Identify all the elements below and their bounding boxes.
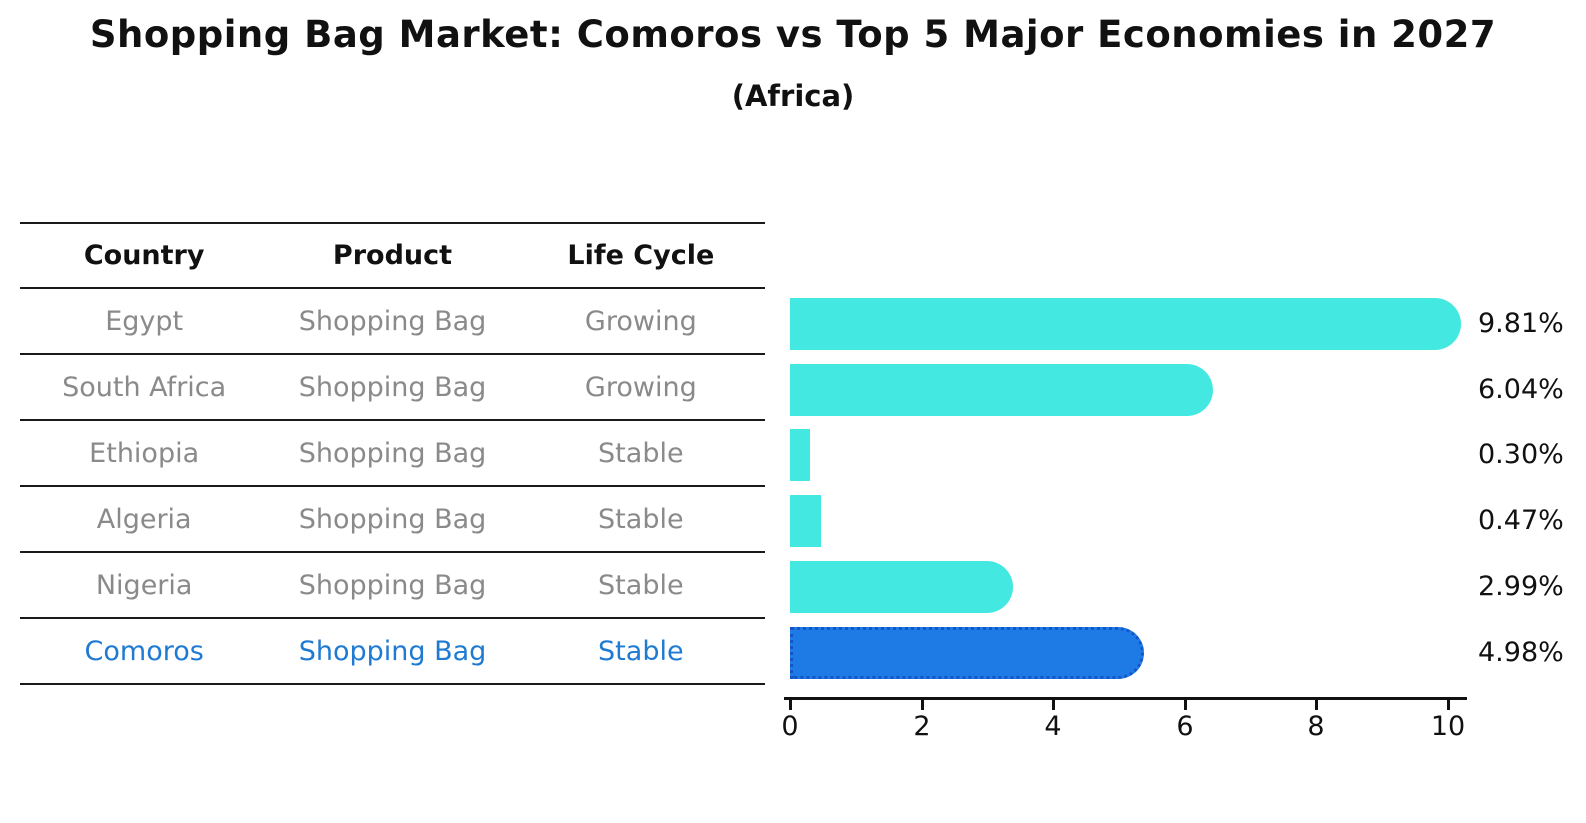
value-label-algeria: 0.47% bbox=[1478, 505, 1564, 536]
table-cell: Growing bbox=[584, 371, 697, 403]
table-header-country: Country bbox=[83, 240, 205, 271]
x-axis-line bbox=[784, 697, 1467, 700]
table-cell: Shopping Bag bbox=[298, 371, 487, 403]
table-cell: Growing bbox=[584, 305, 697, 337]
x-tick-label: 10 bbox=[1430, 711, 1466, 742]
table-row-egypt: Egypt Shopping Bag Growing bbox=[20, 289, 765, 355]
table-header-product: Product bbox=[332, 240, 453, 271]
bar-ethiopia bbox=[790, 429, 810, 481]
value-label-comoros: 4.98% bbox=[1478, 637, 1564, 668]
table-cell: Stable bbox=[598, 437, 684, 469]
table-cell: Stable bbox=[598, 635, 684, 667]
table-row-comoros: Comoros Shopping Bag Stable bbox=[20, 619, 765, 685]
table-cell: Comoros bbox=[84, 635, 204, 667]
table-header-row: Country Product Life Cycle bbox=[20, 224, 765, 289]
table-cell: Shopping Bag bbox=[298, 437, 487, 469]
table-cell: Stable bbox=[598, 569, 684, 601]
table-row-ethiopia: Ethiopia Shopping Bag Stable bbox=[20, 421, 765, 487]
table-cell: Shopping Bag bbox=[298, 305, 487, 337]
x-tick-label: 2 bbox=[913, 711, 931, 742]
table-row-nigeria: Nigeria Shopping Bag Stable bbox=[20, 553, 765, 619]
table-cell: Shopping Bag bbox=[298, 503, 487, 535]
bar-egypt bbox=[790, 298, 1461, 350]
x-tick-mark bbox=[789, 700, 792, 710]
bar-nigeria bbox=[790, 561, 1013, 613]
value-label-egypt: 9.81% bbox=[1478, 308, 1564, 339]
table-cell: Ethiopia bbox=[89, 437, 200, 469]
bar-south-africa bbox=[790, 364, 1213, 416]
bar-algeria bbox=[790, 495, 821, 547]
table-cell: Stable bbox=[598, 503, 684, 535]
x-tick-label: 4 bbox=[1044, 711, 1062, 742]
table-row-algeria: Algeria Shopping Bag Stable bbox=[20, 487, 765, 553]
table-row-south-africa: South Africa Shopping Bag Growing bbox=[20, 355, 765, 421]
table-cell: Nigeria bbox=[95, 569, 193, 601]
table-cell: Egypt bbox=[105, 305, 184, 337]
table-cell: Shopping Bag bbox=[298, 635, 487, 667]
x-tick-label: 0 bbox=[781, 711, 799, 742]
x-tick-label: 8 bbox=[1307, 711, 1325, 742]
table-cell: Shopping Bag bbox=[298, 569, 487, 601]
x-tick-mark bbox=[921, 700, 924, 710]
chart-title: Shopping Bag Market: Comoros vs Top 5 Ma… bbox=[89, 13, 1497, 56]
table-cell: South Africa bbox=[62, 371, 227, 403]
table-header-life-cycle: Life Cycle bbox=[567, 240, 715, 271]
x-tick-mark bbox=[1184, 700, 1187, 710]
x-tick-mark bbox=[1447, 700, 1450, 710]
x-tick-mark bbox=[1315, 700, 1318, 710]
table-cell: Algeria bbox=[96, 503, 192, 535]
bar-comoros bbox=[790, 627, 1144, 679]
x-tick-mark bbox=[1052, 700, 1055, 710]
chart-subtitle: (Africa) bbox=[731, 79, 855, 113]
value-label-ethiopia: 0.30% bbox=[1478, 439, 1564, 470]
value-label-south-africa: 6.04% bbox=[1478, 374, 1564, 405]
country-table: Country Product Life Cycle Egypt Shopping B… bbox=[20, 222, 765, 685]
x-tick-label: 6 bbox=[1176, 711, 1194, 742]
value-label-nigeria: 2.99% bbox=[1478, 571, 1564, 602]
